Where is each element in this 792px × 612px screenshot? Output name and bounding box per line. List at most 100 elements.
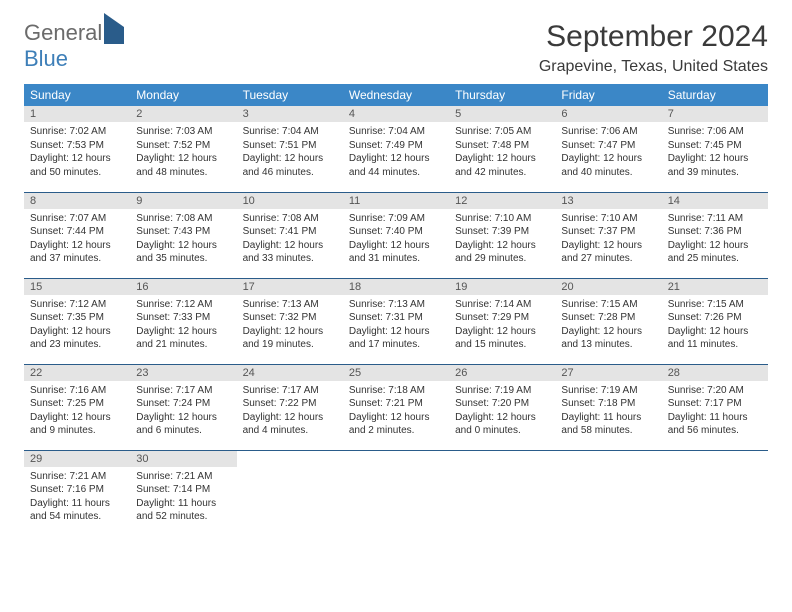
daylight-text: Daylight: 12 hours and 9 minutes. [30, 411, 124, 438]
day-info: Sunrise: 7:13 AMSunset: 7:31 PMDaylight:… [343, 295, 449, 358]
calendar-cell: 16Sunrise: 7:12 AMSunset: 7:33 PMDayligh… [130, 278, 236, 364]
day-number: 12 [449, 193, 555, 209]
calendar-page: General Blue September 2024 Grapevine, T… [0, 0, 792, 556]
sunrise-text: Sunrise: 7:14 AM [455, 298, 549, 312]
day-header: Wednesday [343, 84, 449, 106]
calendar-cell: 19Sunrise: 7:14 AMSunset: 7:29 PMDayligh… [449, 278, 555, 364]
day-number: 13 [555, 193, 661, 209]
day-info: Sunrise: 7:14 AMSunset: 7:29 PMDaylight:… [449, 295, 555, 358]
calendar-cell: 15Sunrise: 7:12 AMSunset: 7:35 PMDayligh… [24, 278, 130, 364]
day-info: Sunrise: 7:09 AMSunset: 7:40 PMDaylight:… [343, 209, 449, 272]
day-info: Sunrise: 7:15 AMSunset: 7:28 PMDaylight:… [555, 295, 661, 358]
sunset-text: Sunset: 7:41 PM [243, 225, 337, 239]
calendar-cell: 6Sunrise: 7:06 AMSunset: 7:47 PMDaylight… [555, 106, 661, 192]
daylight-text: Daylight: 12 hours and 2 minutes. [349, 411, 443, 438]
day-info: Sunrise: 7:10 AMSunset: 7:39 PMDaylight:… [449, 209, 555, 272]
calendar-week: 8Sunrise: 7:07 AMSunset: 7:44 PMDaylight… [24, 192, 768, 278]
location-label: Grapevine, Texas, United States [539, 58, 768, 76]
day-info: Sunrise: 7:06 AMSunset: 7:47 PMDaylight:… [555, 122, 661, 185]
calendar-cell: 8Sunrise: 7:07 AMSunset: 7:44 PMDaylight… [24, 192, 130, 278]
sunset-text: Sunset: 7:24 PM [136, 397, 230, 411]
day-number: 4 [343, 106, 449, 122]
sunset-text: Sunset: 7:35 PM [30, 311, 124, 325]
sunset-text: Sunset: 7:33 PM [136, 311, 230, 325]
day-number: 22 [24, 365, 130, 381]
calendar-cell: 9Sunrise: 7:08 AMSunset: 7:43 PMDaylight… [130, 192, 236, 278]
daylight-text: Daylight: 11 hours and 52 minutes. [136, 497, 230, 524]
calendar-cell [662, 450, 768, 536]
sunrise-text: Sunrise: 7:12 AM [30, 298, 124, 312]
sunset-text: Sunset: 7:31 PM [349, 311, 443, 325]
calendar-cell: 13Sunrise: 7:10 AMSunset: 7:37 PMDayligh… [555, 192, 661, 278]
sunrise-text: Sunrise: 7:21 AM [30, 470, 124, 484]
day-number: 26 [449, 365, 555, 381]
sunrise-text: Sunrise: 7:16 AM [30, 384, 124, 398]
daylight-text: Daylight: 12 hours and 44 minutes. [349, 152, 443, 179]
daylight-text: Daylight: 12 hours and 17 minutes. [349, 325, 443, 352]
day-number: 21 [662, 279, 768, 295]
day-info: Sunrise: 7:19 AMSunset: 7:20 PMDaylight:… [449, 381, 555, 444]
daylight-text: Daylight: 12 hours and 6 minutes. [136, 411, 230, 438]
sunrise-text: Sunrise: 7:19 AM [455, 384, 549, 398]
calendar-cell: 20Sunrise: 7:15 AMSunset: 7:28 PMDayligh… [555, 278, 661, 364]
sunrise-text: Sunrise: 7:17 AM [243, 384, 337, 398]
calendar-cell: 22 Sunrise: 7:16 AMSunset: 7:25 PMDayligh… [24, 364, 130, 450]
day-info: Sunrise: 7:11 AMSunset: 7:36 PMDaylight:… [662, 209, 768, 272]
sunrise-text: Sunrise: 7:07 AM [30, 212, 124, 226]
sunrise-text: Sunrise: 7:02 AM [30, 125, 124, 139]
sunrise-text: Sunrise: 7:08 AM [243, 212, 337, 226]
logo-blue: Blue [24, 46, 68, 71]
sunrise-text: Sunrise: 7:06 AM [561, 125, 655, 139]
sunrise-text: Sunrise: 7:12 AM [136, 298, 230, 312]
sunrise-text: Sunrise: 7:04 AM [349, 125, 443, 139]
daylight-text: Daylight: 12 hours and 27 minutes. [561, 239, 655, 266]
day-header: Thursday [449, 84, 555, 106]
daylight-text: Daylight: 12 hours and 35 minutes. [136, 239, 230, 266]
calendar-cell: 28Sunrise: 7:20 AMSunset: 7:17 PMDayligh… [662, 364, 768, 450]
day-number: 28 [662, 365, 768, 381]
calendar-body: 1Sunrise: 7:02 AMSunset: 7:53 PMDaylight… [24, 106, 768, 536]
sunrise-text: Sunrise: 7:21 AM [136, 470, 230, 484]
sunset-text: Sunset: 7:49 PM [349, 139, 443, 153]
calendar-cell [449, 450, 555, 536]
day-info: Sunrise: 7:15 AMSunset: 7:26 PMDaylight:… [662, 295, 768, 358]
day-number: 2 [130, 106, 236, 122]
day-number: 7 [662, 106, 768, 122]
header: General Blue September 2024 Grapevine, T… [24, 20, 768, 76]
day-header: Sunday [24, 84, 130, 106]
daylight-text: Daylight: 12 hours and 48 minutes. [136, 152, 230, 179]
sunset-text: Sunset: 7:17 PM [668, 397, 762, 411]
calendar-cell: 11Sunrise: 7:09 AMSunset: 7:40 PMDayligh… [343, 192, 449, 278]
day-info: Sunrise: 7:06 AMSunset: 7:45 PMDaylight:… [662, 122, 768, 185]
day-info: Sunrise: 7:17 AMSunset: 7:24 PMDaylight:… [130, 381, 236, 444]
calendar-cell: 10Sunrise: 7:08 AMSunset: 7:41 PMDayligh… [237, 192, 343, 278]
day-info: Sunrise: 7:13 AMSunset: 7:32 PMDaylight:… [237, 295, 343, 358]
sunset-text: Sunset: 7:26 PM [668, 311, 762, 325]
sunrise-text: Sunrise: 7:15 AM [561, 298, 655, 312]
sunrise-text: Sunrise: 7:03 AM [136, 125, 230, 139]
day-number: 27 [555, 365, 661, 381]
daylight-text: Daylight: 12 hours and 39 minutes. [668, 152, 762, 179]
sunset-text: Sunset: 7:37 PM [561, 225, 655, 239]
sunset-text: Sunset: 7:25 PM [30, 397, 124, 411]
day-info: Sunrise: 7:05 AMSunset: 7:48 PMDaylight:… [449, 122, 555, 185]
day-number: 17 [237, 279, 343, 295]
daylight-text: Daylight: 12 hours and 11 minutes. [668, 325, 762, 352]
logo: General Blue [24, 20, 124, 72]
calendar-cell: 24Sunrise: 7:17 AMSunset: 7:22 PMDayligh… [237, 364, 343, 450]
day-number: 18 [343, 279, 449, 295]
sunrise-text: Sunrise: 7:13 AM [349, 298, 443, 312]
calendar-cell: 1Sunrise: 7:02 AMSunset: 7:53 PMDaylight… [24, 106, 130, 192]
daylight-text: Daylight: 12 hours and 4 minutes. [243, 411, 337, 438]
calendar-cell [237, 450, 343, 536]
calendar-cell: 26Sunrise: 7:19 AMSunset: 7:20 PMDayligh… [449, 364, 555, 450]
day-number: 3 [237, 106, 343, 122]
day-number: 19 [449, 279, 555, 295]
calendar-cell: 14Sunrise: 7:11 AMSunset: 7:36 PMDayligh… [662, 192, 768, 278]
calendar-cell: 12Sunrise: 7:10 AMSunset: 7:39 PMDayligh… [449, 192, 555, 278]
calendar-table: SundayMondayTuesdayWednesdayThursdayFrid… [24, 84, 768, 536]
day-number: 8 [24, 193, 130, 209]
day-info: Sunrise: 7:08 AMSunset: 7:41 PMDaylight:… [237, 209, 343, 272]
daylight-text: Daylight: 12 hours and 40 minutes. [561, 152, 655, 179]
daylight-text: Daylight: 12 hours and 33 minutes. [243, 239, 337, 266]
